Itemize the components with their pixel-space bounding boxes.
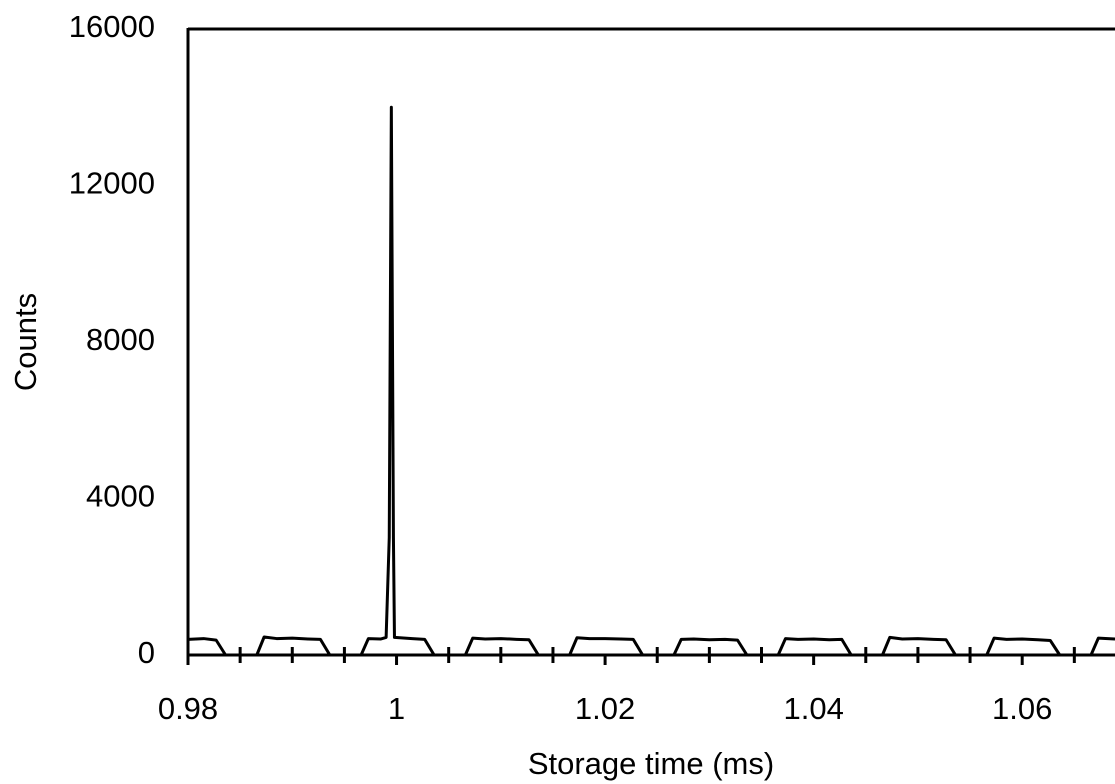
- x-tick-label: 0.98: [158, 691, 218, 726]
- x-tick-label: 1: [388, 691, 405, 726]
- y-tick-label: 16000: [69, 9, 155, 44]
- x-tick-label: 1.04: [783, 691, 843, 726]
- x-tick-label: 1.06: [992, 691, 1052, 726]
- data-line: [187, 105, 1115, 657]
- x-axis-title: Storage time (ms): [528, 746, 774, 781]
- y-tick-label: 0: [138, 635, 155, 670]
- y-tick-label: 4000: [86, 479, 155, 514]
- x-tick-label: 1.02: [575, 691, 635, 726]
- y-tick-label: 12000: [69, 166, 155, 201]
- y-tick-label: 8000: [86, 322, 155, 357]
- y-axis-title: Counts: [8, 293, 43, 391]
